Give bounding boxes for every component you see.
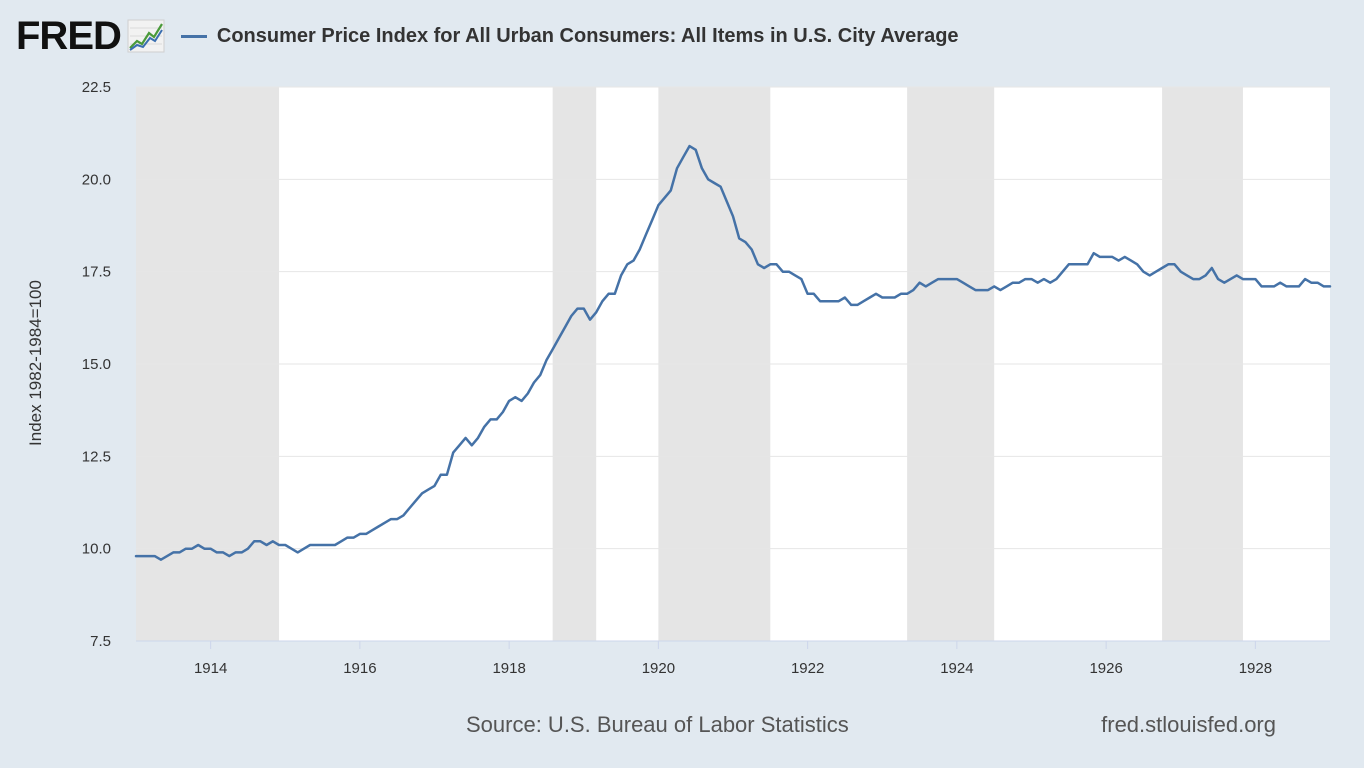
x-tick-label: 1920: [642, 660, 675, 677]
x-tick-label: 1926: [1089, 660, 1122, 677]
x-tick-label: 1922: [791, 660, 824, 677]
x-tick-label: 1916: [343, 660, 376, 677]
source-note: Source: U.S. Bureau of Labor Statistics: [466, 712, 849, 737]
legend: Consumer Price Index for All Urban Consu…: [180, 24, 959, 48]
x-tick-label: 1914: [194, 660, 227, 677]
y-tick-label: 15.0: [82, 356, 111, 373]
series-line-0[interactable]: [134, 144, 1332, 561]
y-tick-label: 7.5: [90, 633, 111, 650]
series-layer: [134, 144, 1332, 561]
y-tick-label: 10.0: [82, 541, 111, 558]
legend-swatch: [180, 34, 207, 38]
y-tick-label: 12.5: [82, 448, 111, 465]
site-link[interactable]: fred.stlouisfed.org: [1101, 712, 1276, 737]
x-tick-label: 1928: [1239, 660, 1272, 677]
header: FRED Consumer Price Index for All Urban …: [16, 14, 959, 58]
x-tick-label: 1918: [492, 660, 525, 677]
y-tick-label: 20.0: [82, 171, 111, 188]
y-tick-label: 22.5: [82, 79, 111, 96]
y-tick-label: 17.5: [82, 264, 111, 281]
trend-graph-icon: [127, 19, 165, 53]
gridlines: [136, 86, 1330, 550]
x-tick-label: 1924: [940, 660, 973, 677]
axes: 7.5 10.0 12.5 15.0 17.5 20.0 22.5 1914 1916 1918 1…: [82, 79, 1330, 677]
chart-title: Consumer Price Index for All Urban Consu…: [216, 24, 959, 47]
y-axis-title: Index 1982-1984=100: [26, 280, 45, 446]
fred-logo[interactable]: FRED: [16, 14, 122, 58]
